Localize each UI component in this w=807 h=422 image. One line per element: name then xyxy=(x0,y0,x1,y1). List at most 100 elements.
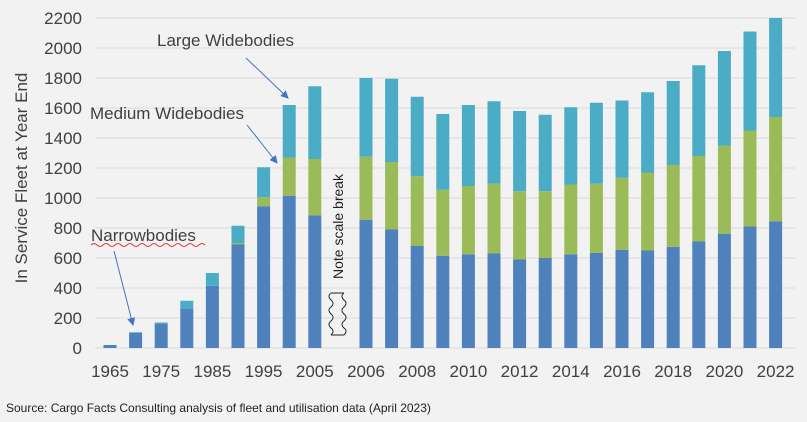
x-tick-label: 2014 xyxy=(552,362,590,381)
bar-2005-large-widebodies xyxy=(308,86,322,159)
bar-2022-medium-widebodies xyxy=(769,117,783,222)
bar-1985-narrowbodies xyxy=(205,285,219,348)
bar-2015-narrowbodies xyxy=(589,252,603,348)
bar-2013-large-widebodies xyxy=(538,114,552,192)
bar-2015-large-widebodies xyxy=(589,102,603,184)
bar-2017-large-widebodies xyxy=(641,92,655,173)
bar-1990-narrowbodies xyxy=(231,244,245,348)
bar-2021-medium-widebodies xyxy=(743,130,757,227)
bar-2000-medium-widebodies xyxy=(282,157,296,196)
bar-1990-large-widebodies xyxy=(231,225,245,243)
y-tick-label: 600 xyxy=(54,249,82,268)
annotation-narrowbodies: Narrowbodies xyxy=(91,226,196,245)
bar-2022-large-widebodies xyxy=(769,18,783,117)
bar-2016-narrowbodies xyxy=(615,249,629,348)
bar-2007-narrowbodies xyxy=(385,229,399,348)
bar-2014-medium-widebodies xyxy=(564,184,578,255)
scale-break-note: Note scale break xyxy=(330,173,346,279)
bar-2005-medium-widebodies xyxy=(308,159,322,216)
bar-2010-large-widebodies xyxy=(461,105,475,186)
x-tick-label: 2008 xyxy=(398,362,436,381)
bar-2018-narrowbodies xyxy=(666,246,680,348)
bar-1965-narrowbodies xyxy=(103,345,117,348)
bar-2007-large-widebodies xyxy=(385,78,399,162)
bar-2019-medium-widebodies xyxy=(692,156,706,242)
scale-break-marker xyxy=(328,292,347,336)
x-tick-label: 2022 xyxy=(757,362,795,381)
bar-2010-medium-widebodies xyxy=(461,186,475,255)
bars xyxy=(103,18,783,348)
bar-2005-narrowbodies xyxy=(308,215,322,348)
x-tick-label: 1975 xyxy=(142,362,180,381)
bar-2000-narrowbodies xyxy=(282,195,296,348)
bar-2006-medium-widebodies xyxy=(359,156,373,220)
x-tick-label: 1995 xyxy=(245,362,283,381)
bar-1995-narrowbodies xyxy=(257,206,271,348)
x-tick-label: 1985 xyxy=(193,362,231,381)
bar-2017-narrowbodies xyxy=(641,250,655,348)
fleet-chart: 0 200 400 600 800 1000 1200 1400 1600 1800 2000 220… xyxy=(12,9,795,381)
x-tick-label: 2016 xyxy=(603,362,641,381)
bar-2013-narrowbodies xyxy=(538,258,552,348)
y-tick-label: 400 xyxy=(54,279,82,298)
bar-1990-medium-widebodies xyxy=(231,243,245,245)
bar-2021-narrowbodies xyxy=(743,226,757,348)
bar-2007-medium-widebodies xyxy=(385,162,399,230)
annotation-large-widebodies: Large Widebodies xyxy=(157,31,294,50)
y-tick-label: 800 xyxy=(54,219,82,238)
arrow-medium-widebodies xyxy=(246,124,278,164)
bar-2019-large-widebodies xyxy=(692,65,706,156)
y-tick-label: 2000 xyxy=(44,39,82,58)
bar-2021-large-widebodies xyxy=(743,31,757,131)
bar-2012-large-widebodies xyxy=(513,111,527,192)
bar-1975-large-widebodies xyxy=(154,322,168,324)
x-tick-label: 2010 xyxy=(449,362,487,381)
bar-2019-narrowbodies xyxy=(692,241,706,348)
arrow-narrowbodies xyxy=(113,250,136,326)
y-tick-labels: 0 200 400 600 800 1000 1200 1400 1600 1800 2000 220… xyxy=(44,9,82,358)
y-tick-label: 1800 xyxy=(44,69,82,88)
bar-2020-large-widebodies xyxy=(717,51,731,146)
bar-2014-narrowbodies xyxy=(564,254,578,348)
arrow-large-widebodies xyxy=(245,57,289,99)
bar-2008-large-widebodies xyxy=(410,96,424,177)
annotation-medium-widebodies: Medium Widebodies xyxy=(90,104,244,123)
bar-2013-medium-widebodies xyxy=(538,191,552,258)
bar-1970-narrowbodies xyxy=(129,333,143,348)
bar-2010-narrowbodies xyxy=(461,254,475,348)
x-tick-label: 2005 xyxy=(296,362,334,381)
bar-1975-narrowbodies xyxy=(154,324,168,348)
y-axis-label: In Service Fleet at Year End xyxy=(12,73,31,284)
bar-2000-large-widebodies xyxy=(282,105,296,158)
bar-2020-narrowbodies xyxy=(717,234,731,348)
bar-2008-medium-widebodies xyxy=(410,176,424,246)
bar-2009-medium-widebodies xyxy=(436,189,450,256)
bar-2014-large-widebodies xyxy=(564,107,578,185)
source-note: Source: Cargo Facts Consulting analysis … xyxy=(6,401,431,415)
bar-1980-narrowbodies xyxy=(180,309,194,348)
y-tick-label: 1600 xyxy=(44,99,82,118)
x-tick-label: 2018 xyxy=(654,362,692,381)
bar-2016-large-widebodies xyxy=(615,100,629,178)
bar-2018-large-widebodies xyxy=(666,81,680,165)
bar-2006-large-widebodies xyxy=(359,78,373,157)
bar-2009-narrowbodies xyxy=(436,255,450,348)
y-tick-label: 1400 xyxy=(44,129,82,148)
bar-2011-large-widebodies xyxy=(487,101,501,184)
y-tick-label: 0 xyxy=(73,339,82,358)
bar-2006-narrowbodies xyxy=(359,219,373,348)
x-tick-label: 1965 xyxy=(91,362,129,381)
bar-2009-large-widebodies xyxy=(436,114,450,190)
bar-2012-medium-widebodies xyxy=(513,191,527,260)
bar-2017-medium-widebodies xyxy=(641,172,655,251)
x-tick-label: 2012 xyxy=(501,362,539,381)
narrowbodies-underline xyxy=(90,243,206,247)
y-tick-label: 1000 xyxy=(44,189,82,208)
bar-2011-medium-widebodies xyxy=(487,183,501,254)
bar-1995-medium-widebodies xyxy=(257,197,271,207)
bar-2022-narrowbodies xyxy=(769,221,783,348)
x-tick-labels: 1965 1975 1985 1995 2005 2006 2008 2010 2012 2014… xyxy=(91,362,794,381)
bar-2020-medium-widebodies xyxy=(717,145,731,234)
bar-2018-medium-widebodies xyxy=(666,165,680,247)
bar-2012-narrowbodies xyxy=(513,259,527,348)
